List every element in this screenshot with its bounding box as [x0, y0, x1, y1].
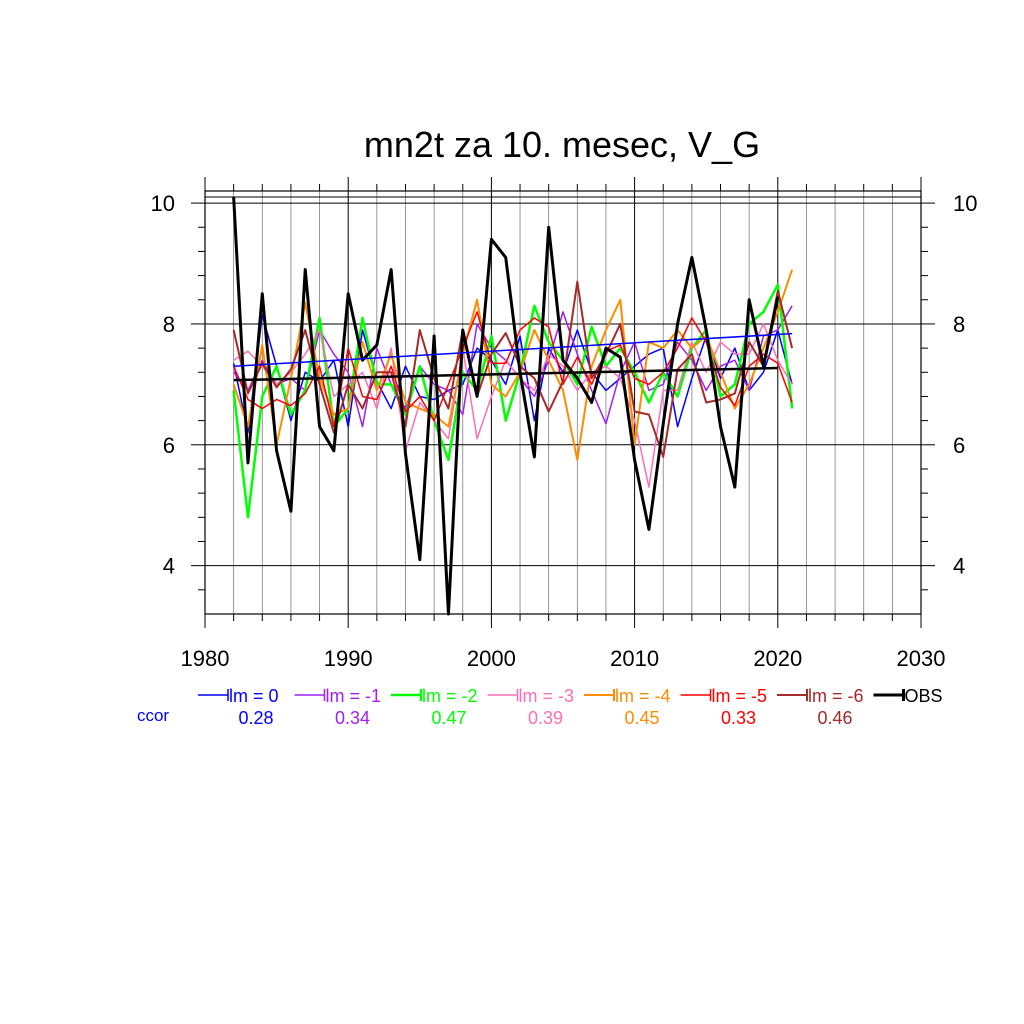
legend-ccor-value: 0.34 [335, 708, 370, 728]
y-tick-label: 8 [163, 312, 175, 337]
series-line-lm-3 [233, 323, 793, 488]
x-tick-label: 2020 [753, 646, 802, 671]
legend-ccor-value: 0.47 [431, 708, 466, 728]
y-tick-label-right: 4 [953, 554, 965, 579]
trend-lines [233, 332, 793, 382]
axis-ticks [191, 177, 935, 628]
series-line-obs [232, 196, 780, 616]
grid [205, 191, 921, 614]
x-tick-label: 2030 [897, 646, 946, 671]
x-tick-label: 2010 [610, 646, 659, 671]
legend-label: lm = -6 [808, 686, 864, 706]
legend-label: lm = -3 [519, 686, 575, 706]
series-line-lm-5 [232, 311, 793, 428]
legend-label: lm = -4 [615, 686, 671, 706]
y-tick-label-right: 6 [953, 433, 965, 458]
legend-label: lm = -5 [712, 686, 768, 706]
x-axis: 1980 1990 2000 2010 2020 2030 [181, 646, 946, 671]
x-tick-label: 2000 [467, 646, 516, 671]
legend-label: lm = 0 [229, 686, 279, 706]
legend-ccor-value: 0.39 [528, 708, 563, 728]
plot-frame [204, 190, 922, 615]
legend-ccor-value: 0.33 [721, 708, 756, 728]
y-tick-label: 6 [163, 433, 175, 458]
legend-label: lm = -1 [326, 686, 382, 706]
trend-line [233, 332, 793, 367]
trend-line [233, 366, 778, 382]
y-axis-left: 4 6 8 10 [151, 191, 175, 579]
legend-ccor-value: 0.28 [238, 708, 273, 728]
legend-label: OBS [905, 686, 943, 706]
series-line-lm-4 [232, 269, 794, 461]
y-tick-label: 4 [163, 554, 175, 579]
legend-row-label: ccor [137, 706, 169, 725]
y-axis-right: 4 6 8 10 [953, 191, 977, 579]
y-tick-label-right: 8 [953, 312, 965, 337]
legend-label: lm = -2 [422, 686, 478, 706]
legend: ccor lm = 00.28 lm = -10.34 lm = -20.47 lm … [137, 686, 943, 728]
series-lines [232, 196, 794, 616]
x-tick-label: 1980 [181, 646, 230, 671]
y-tick-label: 10 [151, 191, 175, 216]
legend-ccor-value: 0.46 [817, 708, 852, 728]
legend-ccor-value: 0.45 [624, 708, 659, 728]
x-tick-label: 1990 [324, 646, 373, 671]
chart-title: mn2t za 10. mesec, V_G [364, 124, 760, 165]
y-tick-label-right: 10 [953, 191, 977, 216]
